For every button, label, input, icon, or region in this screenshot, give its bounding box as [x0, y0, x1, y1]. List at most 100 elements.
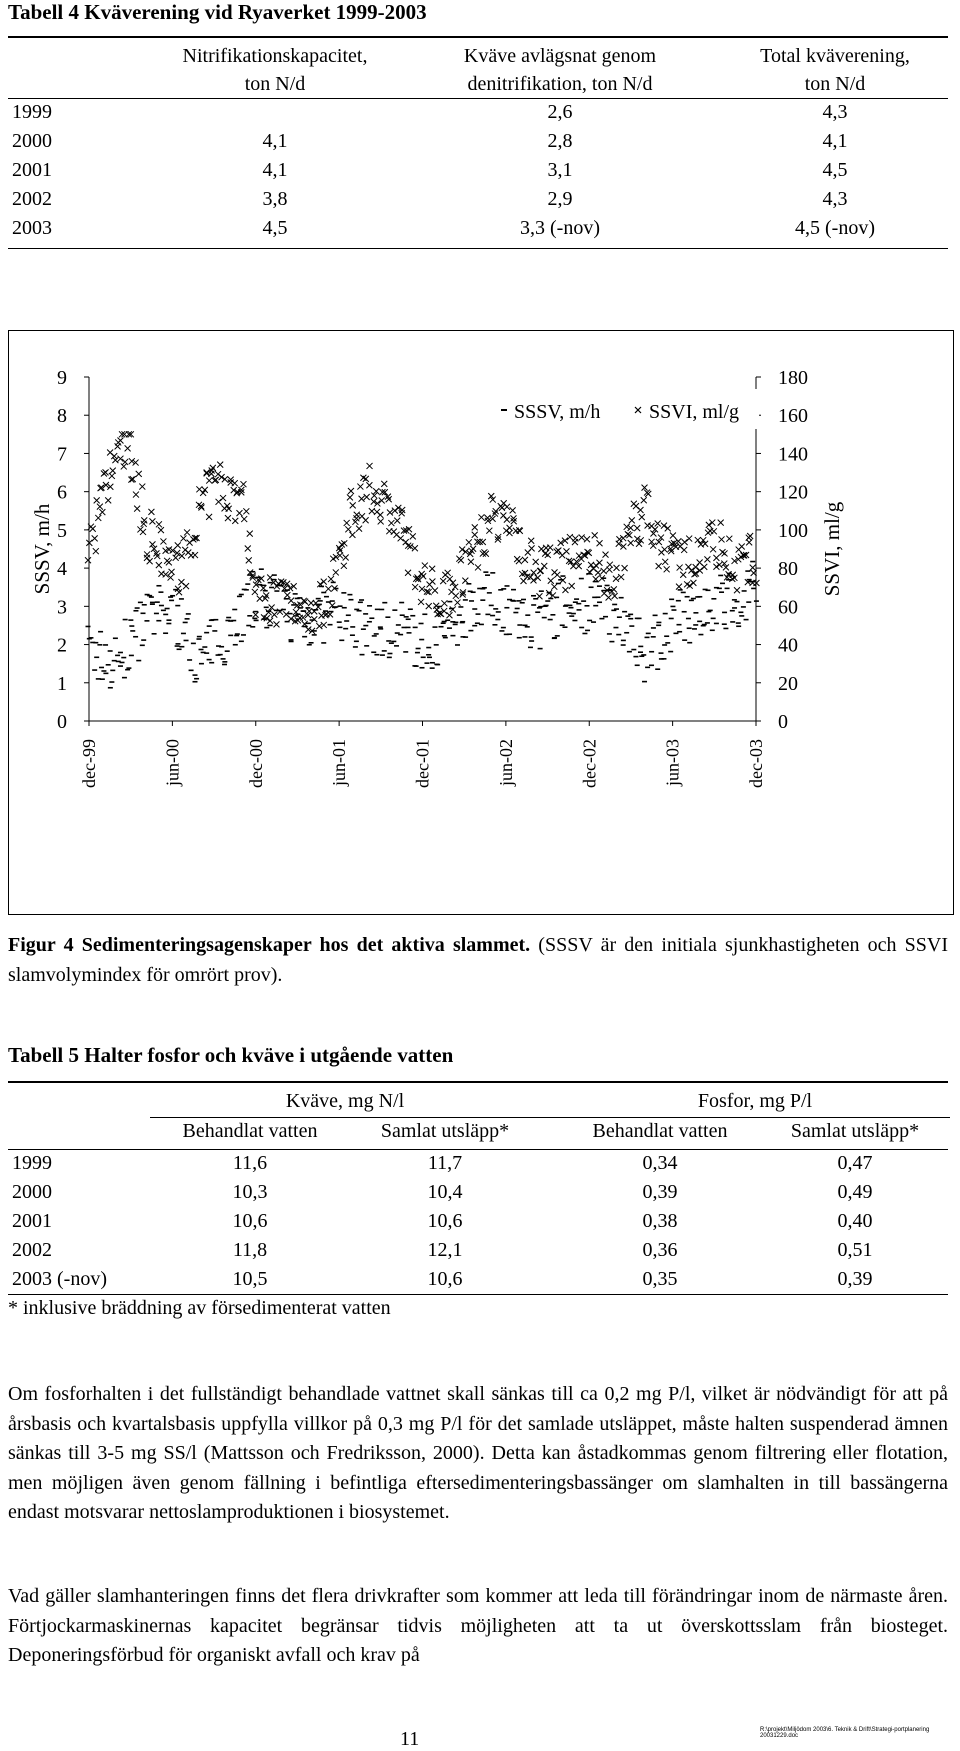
- y-left-tick-label: 2: [57, 635, 67, 657]
- ssvi-point: [449, 606, 457, 613]
- ssvi-point: [638, 513, 646, 521]
- ssvi-point: [174, 542, 182, 549]
- table5-group-phosphorus: Fosfor, mg P/l: [697, 1090, 813, 1112]
- ssvi-point: [270, 611, 278, 618]
- ssvi-point: [124, 444, 131, 452]
- ssvi-point: [377, 518, 385, 525]
- ssvi-point: [404, 569, 412, 577]
- table-cell: 11,8: [232, 1239, 268, 1261]
- ssvi-point: [94, 514, 102, 522]
- ssvi-point: [266, 617, 274, 625]
- ssvi-point: [719, 548, 726, 556]
- ssvi-point: [657, 534, 665, 541]
- ssvi-point: [510, 515, 517, 522]
- ssvi-point: [173, 549, 181, 557]
- ssvi-point: [366, 462, 373, 470]
- ssvi-point: [262, 592, 270, 599]
- ssvi-point: [628, 517, 636, 524]
- table4-header-denitr: Kväve avlägsnat genom denitrifikation, t…: [420, 42, 700, 98]
- ssvi-point: [446, 611, 453, 619]
- ssvi-point: [718, 536, 725, 543]
- ssvi-point: [287, 615, 295, 623]
- ssvi-point: [252, 581, 260, 588]
- ssvi-point: [129, 475, 137, 483]
- ssvi-point: [686, 582, 694, 590]
- ssvi-point: [138, 483, 146, 490]
- ssvi-point: [332, 553, 340, 561]
- ssvi-point: [440, 607, 448, 615]
- ssvi-point: [172, 554, 180, 562]
- ssvi-point: [290, 582, 298, 590]
- table4-header-nitr: Nitrifikationskapacitet, ton N/d: [140, 42, 410, 98]
- table-cell: 4,3: [822, 188, 848, 210]
- ssvi-point: [491, 510, 499, 517]
- ssvi-point: [287, 597, 295, 605]
- ssvi-point: [98, 484, 105, 491]
- ssvi-point: [619, 534, 627, 542]
- ssvi-point: [710, 527, 718, 535]
- ssvi-point: [221, 475, 229, 483]
- ssvi-point: [245, 557, 253, 564]
- ssvi-point: [655, 538, 663, 546]
- table5-sub-header: Behandlat vatten: [592, 1120, 728, 1142]
- table-cell: 11,7: [427, 1152, 463, 1174]
- ssvi-point: [405, 525, 413, 533]
- figure4-chart-frame: 0 1 2 3 4 5 6 7 8 9 0 20 40 60 80 100 120 140 160 180 dec-99…: [8, 330, 954, 915]
- ssvi-point: [559, 576, 567, 584]
- ssvi-point: [660, 522, 668, 530]
- ssvi-point: [651, 525, 659, 533]
- ssvi-point: [411, 583, 419, 591]
- table-cell-year: 2002: [12, 188, 52, 210]
- y-left-tick-label: 7: [57, 443, 67, 465]
- ssvi-point: [534, 574, 542, 582]
- ssvi-point: [699, 536, 707, 544]
- table-cell: 10,4: [427, 1181, 463, 1203]
- ssvi-point: [149, 540, 156, 548]
- x-tick-label: jun-00: [162, 739, 182, 787]
- table-cell: 4,1: [262, 130, 288, 152]
- ssvi-point: [563, 548, 570, 555]
- y-left-tick-label: 9: [57, 367, 67, 389]
- ssvi-point: [155, 520, 163, 528]
- ssvi-point: [713, 563, 720, 571]
- ssvi-point: [720, 560, 728, 567]
- ssvi-point: [301, 598, 309, 605]
- table-cell: 4,5: [262, 217, 288, 239]
- ssvi-point: [694, 536, 702, 544]
- ssvi-point: [108, 472, 116, 480]
- ssvi-point: [585, 549, 593, 557]
- ssvi-point: [240, 480, 247, 488]
- table4-bottom-rule: [8, 248, 948, 249]
- ssvi-point: [469, 545, 477, 553]
- ssvi-point: [611, 592, 619, 600]
- ssvi-point: [148, 508, 155, 516]
- table-cell-year: 1999: [12, 101, 52, 123]
- ssvi-point: [661, 546, 668, 553]
- ssvi-point: [92, 547, 100, 555]
- ssvi-point: [676, 564, 683, 571]
- ssvi-point: [372, 487, 380, 495]
- table5-title: Tabell 5 Halter fosfor och kväve i utgåe…: [8, 1043, 454, 1067]
- ssvi-point: [606, 566, 613, 574]
- table5-group-nitrogen: Kväve, mg N/l: [285, 1090, 405, 1112]
- ssvi-point: [150, 545, 158, 553]
- ssvi-point: [376, 511, 384, 519]
- ssvi-point: [485, 527, 493, 535]
- legend-box: [497, 389, 759, 429]
- ssvi-point: [439, 577, 447, 585]
- ssvi-point: [160, 538, 167, 545]
- ssvi-point: [358, 495, 365, 503]
- table-cell-year: 2003: [12, 217, 52, 239]
- ssvi-point: [600, 567, 608, 575]
- ssvi-point: [224, 514, 232, 522]
- ssvi-point: [613, 564, 620, 572]
- ssvi-point: [244, 545, 252, 552]
- file-path: R:\projekt\Miljödom 2003\6. Teknik & Dri…: [760, 1727, 930, 1739]
- ssvi-point: [568, 582, 576, 590]
- ssvi-point: [421, 562, 429, 569]
- ssvi-point: [398, 509, 406, 517]
- ssvi-point: [471, 524, 479, 531]
- paragraph-sludge: Vad gäller slamhanteringen finns det fle…: [8, 1585, 948, 1666]
- ssvi-point: [346, 494, 354, 501]
- ssvi-point: [528, 545, 535, 552]
